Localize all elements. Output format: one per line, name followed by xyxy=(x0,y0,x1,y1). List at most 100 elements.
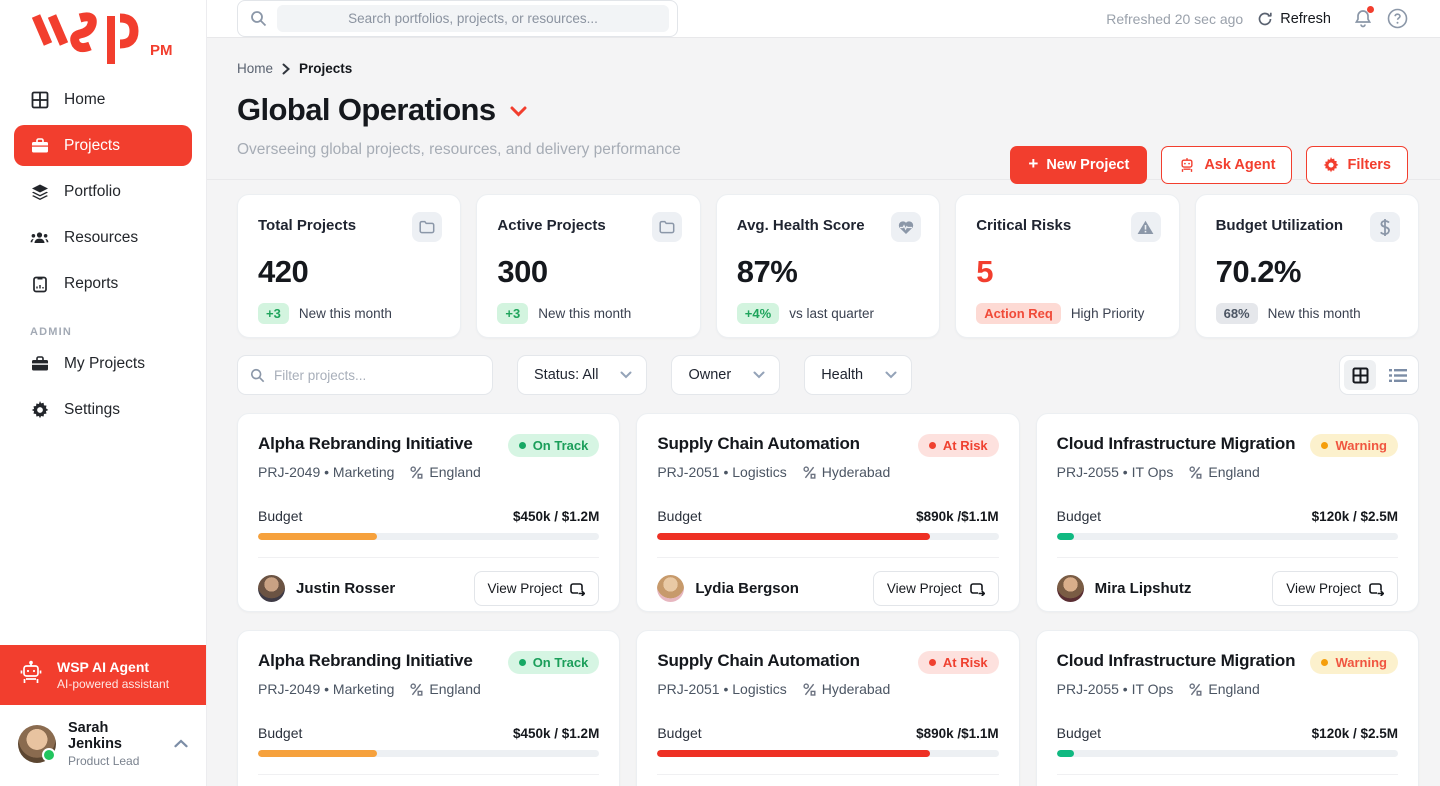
stat-card: Critical Risks 5 Action Req High Priorit… xyxy=(955,194,1180,338)
topbar: Refreshed 20 sec ago Refresh xyxy=(207,0,1440,38)
view-project-button[interactable]: View Project xyxy=(473,571,600,606)
view-project-button[interactable]: View Project xyxy=(1272,571,1398,606)
plus-icon: + xyxy=(1028,154,1039,173)
new-project-button[interactable]: + New Project xyxy=(1010,146,1148,184)
users-icon xyxy=(30,228,49,247)
stats-grid: Total Projects 420 +3 New this month Act… xyxy=(237,194,1419,338)
status-badge: At Risk xyxy=(917,651,999,674)
search-icon xyxy=(250,368,265,383)
budget-progress-fill xyxy=(258,533,378,540)
gear-icon xyxy=(30,400,49,419)
stat-badge: +3 xyxy=(258,303,289,324)
view-project-button[interactable]: View Project xyxy=(872,571,999,606)
stat-badge: +3 xyxy=(497,303,529,324)
location-icon xyxy=(1189,465,1202,479)
status-badge: At Risk xyxy=(917,434,999,457)
project-code: PRJ-2051 • Logistics xyxy=(657,464,787,480)
notifications-button[interactable] xyxy=(1353,6,1374,29)
filters-label: Filters xyxy=(1347,157,1391,173)
stat-card: Total Projects 420 +3 New this month xyxy=(237,194,462,338)
project-name: Cloud Infrastructure Migration xyxy=(1056,434,1296,453)
chevron-up-icon[interactable] xyxy=(174,735,188,753)
sidebar-item-portfolio[interactable]: Portfolio xyxy=(14,171,192,212)
status-dot-icon xyxy=(1321,659,1329,666)
project-location: England xyxy=(1189,464,1260,480)
topbar-right: Refreshed 20 sec ago Refresh xyxy=(1106,6,1408,29)
project-code: PRJ-2049 • Marketing xyxy=(258,681,395,697)
budget-progress-track xyxy=(1056,750,1398,757)
help-button[interactable] xyxy=(1387,8,1408,29)
sidebar-item-my-projects[interactable]: My Projects xyxy=(14,343,192,384)
project-name: Cloud Infrastructure Migration xyxy=(1056,651,1296,670)
header-actions: + New Project Ask Agent Filters xyxy=(1010,146,1408,184)
sidebar-item-resources[interactable]: Resources xyxy=(14,217,192,258)
ai-agent-banner[interactable]: WSP AI Agent AI-powered assistant xyxy=(0,645,206,705)
stat-label: Critical Risks xyxy=(976,217,1072,234)
title-dropdown-icon[interactable] xyxy=(510,104,527,122)
location-icon xyxy=(410,465,423,479)
content: Total Projects 420 +3 New this month Act… xyxy=(207,180,1440,786)
owner-name: Lydia Bergson xyxy=(695,580,799,597)
sidebar-item-reports[interactable]: Reports xyxy=(14,263,192,304)
budget-label: Budget xyxy=(258,508,303,524)
open-project-icon xyxy=(1369,582,1384,596)
filters-button[interactable]: Filters xyxy=(1306,146,1408,184)
sidebar-item-home[interactable]: Home xyxy=(14,79,192,120)
divider xyxy=(258,557,600,558)
sidebar-item-settings[interactable]: Settings xyxy=(14,389,192,430)
user-menu[interactable]: Sarah Jenkins Product Lead xyxy=(0,705,206,786)
status-filter-dropdown[interactable]: Status: All xyxy=(517,355,648,395)
filter-projects-input[interactable] xyxy=(274,367,480,383)
stat-label: Active Projects xyxy=(497,217,606,234)
briefcase-icon xyxy=(30,354,49,373)
stat-badge: +4% xyxy=(736,303,780,324)
stat-label: Budget Utilization xyxy=(1215,217,1344,234)
location-icon xyxy=(1189,682,1202,696)
wsp-logo[interactable]: PM xyxy=(0,0,206,66)
breadcrumb-home[interactable]: Home xyxy=(237,61,274,76)
refresh-button[interactable]: Refresh xyxy=(1257,11,1331,27)
divider xyxy=(258,774,600,775)
stat-note: New this month xyxy=(298,306,392,321)
project-location: Hyderabad xyxy=(803,681,890,697)
sidebar-item-label: Portfolio xyxy=(64,182,121,200)
budget-label: Budget xyxy=(657,508,702,524)
global-search[interactable] xyxy=(237,0,678,37)
robot-icon xyxy=(1178,156,1196,174)
avatar xyxy=(258,575,285,602)
project-code: PRJ-2051 • Logistics xyxy=(657,681,787,697)
project-card: Supply Chain Automation At Risk PRJ-2051… xyxy=(636,413,1020,612)
chevron-down-icon xyxy=(885,367,897,383)
grid-view-icon[interactable] xyxy=(1344,360,1376,390)
budget-label: Budget xyxy=(258,725,303,741)
divider xyxy=(1056,557,1398,558)
budget-progress-track xyxy=(258,750,600,757)
stat-value: 70.2% xyxy=(1215,254,1302,289)
project-filter-search[interactable] xyxy=(237,355,493,395)
wsp-logo-icon xyxy=(31,12,139,64)
filter-row: Status: All Owner Health xyxy=(237,355,1419,395)
owner-filter-label: Owner xyxy=(688,367,732,383)
budget-progress-track xyxy=(657,750,999,757)
owner-filter-dropdown[interactable]: Owner xyxy=(671,355,781,395)
refreshed-text: Refreshed 20 sec ago xyxy=(1106,10,1244,27)
sidebar-item-projects[interactable]: Projects xyxy=(14,125,192,166)
ask-agent-button[interactable]: Ask Agent xyxy=(1161,146,1293,184)
gear-icon xyxy=(1323,157,1339,173)
agent-title: WSP AI Agent xyxy=(57,659,150,675)
stat-value: 5 xyxy=(976,254,993,289)
stat-badge: 68% xyxy=(1215,303,1258,324)
project-card: Alpha Rebranding Initiative On Track PRJ… xyxy=(237,630,621,786)
user-role: Product Lead xyxy=(68,754,140,768)
list-view-icon[interactable] xyxy=(1382,360,1414,390)
budget-progress-fill xyxy=(1056,533,1074,540)
sidebar-bottom: WSP AI Agent AI-powered assistant Sarah … xyxy=(0,645,206,786)
project-name: Alpha Rebranding Initiative xyxy=(258,434,473,453)
health-filter-dropdown[interactable]: Health xyxy=(804,355,913,395)
project-code: PRJ-2055 • IT Ops xyxy=(1056,681,1174,697)
search-input[interactable] xyxy=(277,11,669,26)
main-area: Refreshed 20 sec ago Refresh Home xyxy=(207,0,1440,786)
project-code: PRJ-2055 • IT Ops xyxy=(1056,464,1174,480)
budget-value: $450k / $1.2M xyxy=(513,725,600,741)
